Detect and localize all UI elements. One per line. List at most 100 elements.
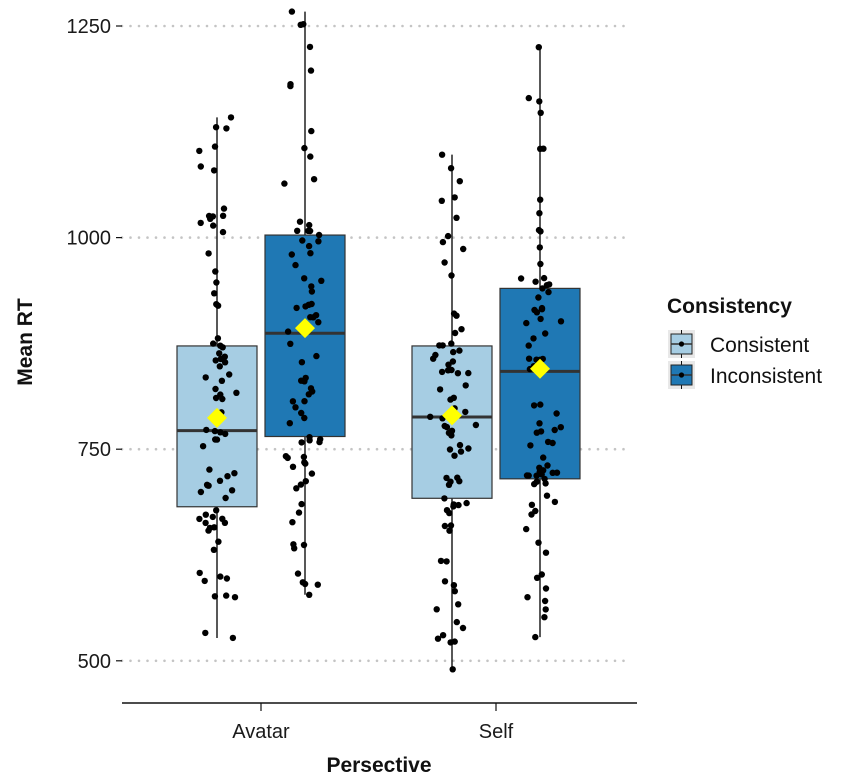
data-point <box>517 275 525 282</box>
data-point <box>226 371 233 378</box>
data-point <box>530 335 537 342</box>
data-point <box>196 569 203 577</box>
data-point <box>441 578 449 585</box>
data-point <box>289 463 297 470</box>
data-point <box>211 427 219 435</box>
data-point <box>438 368 446 376</box>
data-point <box>228 487 236 494</box>
data-point <box>455 601 462 608</box>
data-point <box>535 294 542 301</box>
x-axis-title: Persective <box>326 754 431 777</box>
data-point <box>450 394 457 401</box>
data-point <box>217 573 224 580</box>
data-point <box>458 326 465 333</box>
data-point <box>443 474 450 482</box>
legend-title: Consistency <box>667 295 792 318</box>
data-point <box>288 251 295 258</box>
data-point <box>525 342 532 349</box>
data-point <box>300 453 308 461</box>
data-point <box>196 515 203 523</box>
data-point <box>317 436 324 443</box>
data-point <box>532 507 539 515</box>
data-point <box>201 577 208 585</box>
data-point <box>211 593 219 600</box>
y-tick-label: 1000 <box>67 228 112 250</box>
data-point <box>537 401 544 408</box>
data-point <box>205 527 212 534</box>
data-point <box>223 592 230 599</box>
data-point <box>430 355 437 362</box>
data-point <box>549 469 556 476</box>
data-point <box>537 109 544 117</box>
mean-marker <box>530 358 550 379</box>
data-point <box>450 310 458 317</box>
data-point <box>301 414 308 422</box>
data-point <box>197 488 205 496</box>
data-point <box>219 344 226 351</box>
data-point <box>221 359 229 366</box>
data-point <box>532 633 539 641</box>
data-point <box>533 472 540 479</box>
data-point <box>453 618 460 626</box>
mean-marker <box>442 405 462 426</box>
data-point <box>465 369 472 377</box>
data-point <box>523 472 531 479</box>
data-point <box>231 594 239 601</box>
data-point <box>536 420 543 427</box>
data-point <box>309 388 316 395</box>
data-point <box>223 575 231 582</box>
data-point <box>532 278 539 285</box>
data-point <box>307 153 314 160</box>
data-point <box>217 429 224 436</box>
data-point <box>450 503 457 510</box>
data-point <box>215 538 222 545</box>
box-inconsistent-self <box>499 47 581 638</box>
data-point <box>284 454 291 462</box>
data-point <box>302 460 309 467</box>
data-point <box>455 501 462 509</box>
data-point <box>439 342 446 349</box>
data-point <box>472 421 480 429</box>
data-point <box>315 319 322 326</box>
data-point <box>202 374 209 381</box>
data-point <box>450 582 458 589</box>
data-point <box>543 492 551 499</box>
data-point <box>219 212 227 219</box>
data-point <box>298 409 305 417</box>
data-point <box>220 205 228 212</box>
box-consistent-avatar <box>176 117 258 638</box>
data-point <box>524 594 531 601</box>
data-point <box>301 144 308 152</box>
y-axis: 500 750 1000 1250 <box>67 16 122 673</box>
data-point <box>540 467 547 474</box>
data-point <box>284 328 292 335</box>
data-point <box>438 197 445 204</box>
data-point <box>203 481 211 488</box>
data-point <box>281 180 288 187</box>
mean-marker <box>295 318 315 339</box>
data-point <box>456 178 463 185</box>
data-point <box>306 43 314 51</box>
data-point <box>539 285 546 292</box>
data-point <box>536 98 543 105</box>
data-point <box>444 232 452 240</box>
data-point <box>287 81 294 88</box>
data-point <box>223 125 230 132</box>
data-point <box>212 357 219 364</box>
data-point <box>537 260 544 268</box>
data-point <box>292 261 299 269</box>
data-point <box>542 606 549 613</box>
data-point <box>206 466 213 473</box>
data-point <box>537 428 545 435</box>
data-point <box>310 176 318 183</box>
data-point <box>227 114 235 121</box>
data-point <box>545 288 552 296</box>
data-point <box>209 513 216 521</box>
data-point <box>533 309 541 316</box>
data-point <box>196 147 203 155</box>
data-point <box>210 546 218 553</box>
data-point <box>449 666 456 673</box>
data-point <box>542 585 550 592</box>
data-point <box>315 231 323 239</box>
data-point <box>541 597 549 605</box>
